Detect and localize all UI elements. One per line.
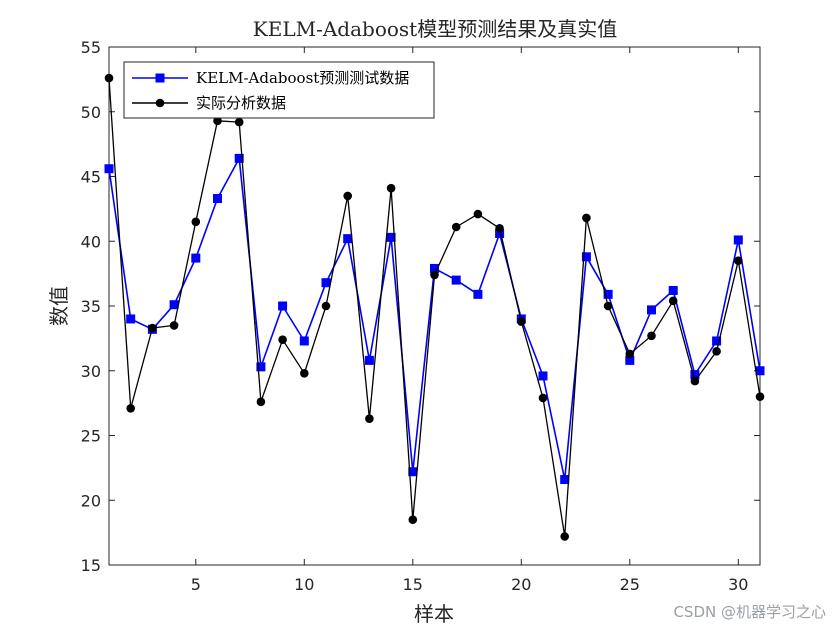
data-point: [191, 217, 201, 227]
data-point: [560, 532, 569, 541]
data-point: [299, 336, 309, 346]
data-point: [647, 305, 656, 315]
data-point: [451, 222, 461, 232]
legend-item: KELM-Adaboost预测测试数据: [132, 69, 409, 87]
data-point: [668, 285, 678, 295]
legend-item: 实际分析数据: [132, 94, 286, 112]
data-point: [104, 73, 114, 83]
data-point: [256, 397, 266, 407]
data-point: [625, 349, 635, 359]
data-point: [495, 228, 505, 238]
data-point: [169, 321, 179, 330]
data-point: [668, 296, 678, 306]
data-point: [364, 355, 374, 365]
data-point: [343, 191, 353, 201]
x-tick-label: 25: [620, 575, 640, 594]
x-tick-label: 15: [403, 575, 423, 594]
data-point: [430, 270, 439, 280]
x-tick-label: 20: [511, 575, 531, 594]
data-point: [278, 335, 287, 344]
data-point: [560, 475, 570, 485]
data-point: [386, 232, 396, 242]
y-axis: 15 20 25 30 35 40 45 50 55: [81, 38, 760, 575]
legend-marker: [155, 98, 165, 108]
data-point: [343, 234, 353, 244]
data-point: [734, 256, 743, 265]
data-point: [755, 392, 765, 401]
data-point: [234, 153, 244, 163]
data-point: [603, 301, 613, 311]
data-point: [408, 515, 418, 524]
data-point: [148, 323, 157, 333]
data-point: [386, 183, 396, 193]
data-point: [538, 371, 548, 381]
x-axis: 5 10 15 20 25 30: [191, 47, 748, 594]
data-point: [473, 289, 483, 299]
y-tick-label: 55: [81, 38, 101, 57]
data-point: [104, 164, 114, 174]
data-point: [581, 252, 591, 262]
data-point: [191, 253, 201, 263]
legend-marker: [155, 73, 165, 83]
legend-box: [123, 61, 435, 119]
watermark-text: CSDN @机器学习之心: [673, 603, 826, 621]
x-tick-label: 10: [294, 575, 314, 594]
data-point: [517, 317, 526, 326]
series-2: [104, 73, 765, 541]
data-point: [365, 414, 374, 423]
data-point: [126, 314, 136, 324]
data-point: [603, 289, 613, 299]
series-layer: [104, 73, 765, 541]
data-point: [430, 263, 439, 273]
data-point: [690, 370, 700, 380]
data-point: [234, 117, 244, 127]
data-point: [256, 362, 266, 372]
data-point: [408, 467, 418, 477]
data-point: [213, 116, 222, 126]
y-tick-label: 15: [81, 556, 101, 575]
data-point: [538, 393, 548, 403]
data-point: [126, 404, 135, 413]
data-point: [300, 369, 309, 378]
y-tick-label: 35: [81, 297, 101, 316]
data-point: [451, 275, 461, 285]
data-point: [213, 194, 222, 204]
legend-label: 实际分析数据: [196, 94, 286, 112]
data-point: [321, 301, 331, 311]
data-point: [473, 209, 483, 219]
data-point: [625, 355, 635, 365]
y-tick-label: 50: [81, 103, 101, 122]
x-tick-label: 30: [728, 575, 748, 594]
data-point: [321, 278, 331, 288]
y-tick-label: 45: [81, 168, 101, 187]
y-axis-label: 数值: [47, 286, 71, 326]
data-point: [733, 235, 743, 245]
plot-area: [108, 46, 761, 566]
data-point: [755, 366, 765, 376]
chart-title: KELM-Adaboost模型预测结果及真实值: [253, 17, 617, 41]
y-tick-label: 20: [81, 491, 101, 510]
x-tick-label: 5: [191, 575, 201, 594]
y-tick-label: 40: [81, 232, 101, 251]
data-point: [278, 301, 288, 311]
x-axis-label: 样本: [414, 602, 454, 626]
data-point: [712, 336, 722, 346]
data-point: [690, 376, 700, 386]
legend-label: KELM-Adaboost预测测试数据: [196, 69, 409, 87]
data-point: [582, 213, 591, 223]
y-tick-label: 25: [81, 427, 101, 446]
y-tick-label: 30: [81, 362, 101, 381]
data-point: [712, 347, 721, 356]
data-point: [647, 331, 656, 341]
data-point: [495, 224, 504, 233]
data-point: [169, 300, 179, 310]
